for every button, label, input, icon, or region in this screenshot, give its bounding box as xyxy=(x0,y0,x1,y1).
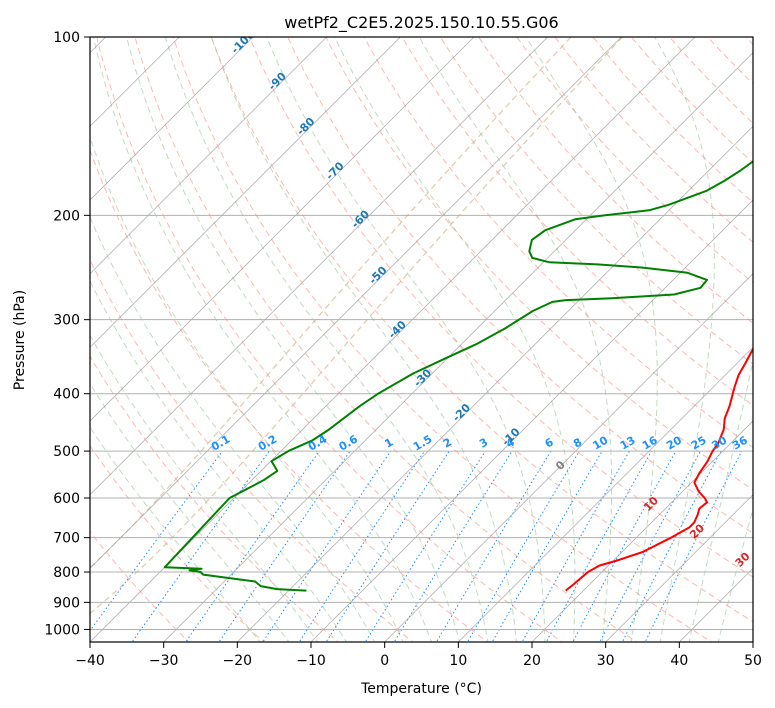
isotherm xyxy=(384,273,753,642)
x-tick-label: 50 xyxy=(744,653,762,669)
dry-adiabat xyxy=(325,37,753,491)
mixing-ratio-line xyxy=(262,450,392,642)
mixing-ratio-line xyxy=(218,450,351,642)
mixing-ratio-line xyxy=(185,450,320,642)
isotherm xyxy=(90,37,622,569)
mixing-ratio-line xyxy=(325,450,450,642)
mixing-ratio-line xyxy=(90,450,223,632)
y-tick-label: 600 xyxy=(53,491,80,507)
isotherm xyxy=(90,37,696,642)
axis-ticks: −40 −30 −20 −10 0 10 20 30 40 50 100 200 300 400 500 60… xyxy=(44,30,762,669)
isotherm xyxy=(531,420,753,642)
moist-adiabat xyxy=(90,135,404,642)
isotherm xyxy=(310,199,753,642)
dry-adiabat xyxy=(90,148,489,642)
x-axis-label: Temperature (°C) xyxy=(360,681,482,697)
dry-adiabat xyxy=(248,37,753,578)
dewpoint-profile xyxy=(163,160,753,592)
y-tick-label: 500 xyxy=(53,444,80,460)
mixing-ratio-line xyxy=(572,450,677,642)
x-tick-label: −20 xyxy=(223,653,253,669)
isotherm xyxy=(237,125,753,642)
isotherm xyxy=(90,37,548,496)
mixing-ratio-line xyxy=(599,450,701,642)
isotherm xyxy=(90,37,327,275)
mixing-ratio-line xyxy=(131,450,270,642)
y-tick-label: 800 xyxy=(53,565,80,581)
x-tick-label: 30 xyxy=(597,653,615,669)
mixing-ratio-line xyxy=(466,450,580,642)
y-tick-label: 1000 xyxy=(44,622,80,638)
y-tick-label: 900 xyxy=(53,595,80,611)
y-tick-label: 200 xyxy=(53,208,80,224)
plot-frame xyxy=(89,36,754,643)
profile-series xyxy=(163,160,753,592)
x-tick-label: −40 xyxy=(75,653,105,669)
x-tick-label: 20 xyxy=(523,653,541,669)
grid-lines xyxy=(90,37,753,642)
y-tick-label: 400 xyxy=(53,387,80,403)
moist-adiabat xyxy=(90,215,376,642)
y-tick-label: 300 xyxy=(53,313,80,329)
reference-curve xyxy=(90,37,624,615)
isotherm xyxy=(90,37,401,348)
isotherm xyxy=(163,52,753,642)
isotherm xyxy=(458,346,753,642)
x-tick-label: −30 xyxy=(149,653,179,669)
y-tick-label: 700 xyxy=(53,531,80,547)
y-axis-label: Pressure (hPa) xyxy=(12,290,28,390)
temperature-profile xyxy=(565,347,753,592)
reference-curve xyxy=(90,37,572,569)
mixing-ratio-line xyxy=(364,450,486,642)
isotherm xyxy=(605,494,753,642)
x-tick-label: 0 xyxy=(380,653,389,669)
y-tick-label: 100 xyxy=(53,30,80,46)
isotherm xyxy=(90,37,254,201)
x-tick-label: 10 xyxy=(449,653,467,669)
mixing-ratio-line xyxy=(621,450,722,642)
x-tick-label: −10 xyxy=(296,653,326,669)
dry-adiabat xyxy=(287,37,753,534)
mixing-ratio-line xyxy=(298,450,425,642)
mixing-ratio-line xyxy=(393,450,513,642)
isotherm xyxy=(90,37,475,422)
x-tick-label: 40 xyxy=(670,653,688,669)
chart-title: wetPf2_C2E5.2025.150.10.55.G06 xyxy=(284,13,558,33)
